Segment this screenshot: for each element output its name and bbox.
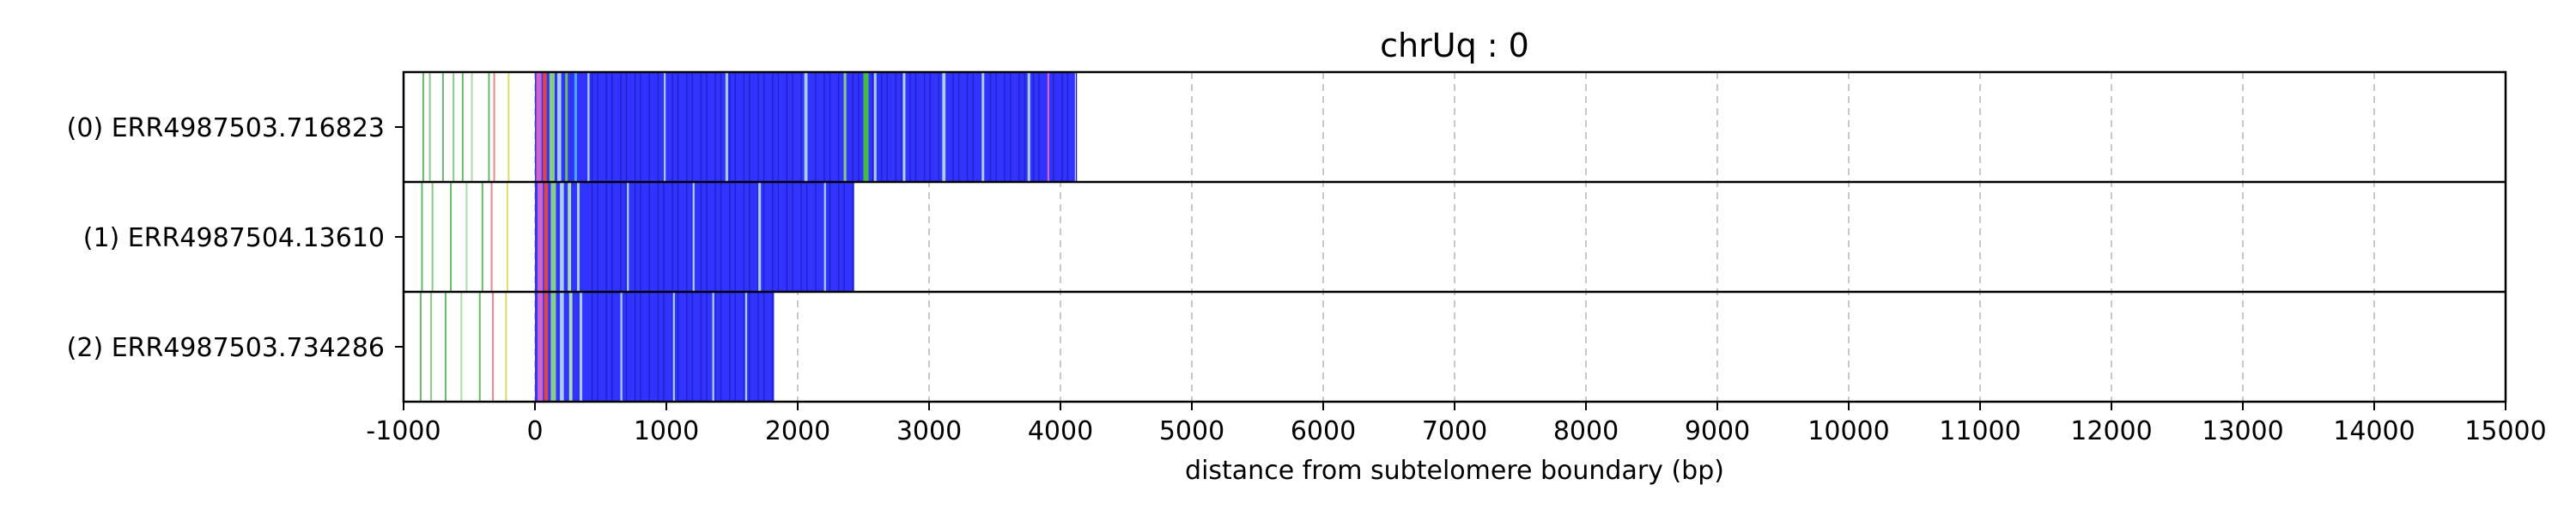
stripe bbox=[576, 182, 580, 292]
stripe bbox=[568, 182, 572, 292]
row-label: (2) ERR4987503.734286 bbox=[67, 333, 385, 363]
stripe bbox=[744, 292, 748, 402]
x-tick-label: 7000 bbox=[1422, 416, 1487, 446]
x-tick-label: 10000 bbox=[1807, 416, 1889, 446]
stripe bbox=[543, 72, 547, 182]
row-0: (0) ERR4987503.716823 bbox=[67, 72, 1078, 182]
stripe bbox=[620, 292, 623, 402]
stripe bbox=[981, 72, 985, 182]
stripe bbox=[565, 72, 568, 182]
stripe bbox=[560, 292, 564, 402]
row-1: (1) ERR4987504.13610 bbox=[83, 182, 854, 292]
stripe bbox=[544, 292, 549, 402]
stripe bbox=[550, 292, 556, 402]
stripe bbox=[873, 72, 877, 182]
row-label: (1) ERR4987504.13610 bbox=[83, 223, 385, 253]
stripe bbox=[902, 72, 906, 182]
stripe bbox=[725, 72, 728, 182]
stripe bbox=[550, 182, 556, 292]
stripe bbox=[942, 72, 946, 182]
stripe bbox=[1027, 72, 1030, 182]
stripe bbox=[804, 72, 808, 182]
x-tick-label: 2000 bbox=[765, 416, 830, 446]
stripe bbox=[538, 292, 544, 402]
stripe bbox=[560, 182, 564, 292]
x-axis-ticks: -1000 0 1000 2000 3000 4000 5000 6000 7000 8000 90… bbox=[366, 402, 2547, 446]
x-tick-label: 9000 bbox=[1685, 416, 1750, 446]
stripe bbox=[1047, 72, 1049, 182]
stripe bbox=[863, 72, 869, 182]
stripe bbox=[544, 182, 549, 292]
x-tick-label: 12000 bbox=[2070, 416, 2152, 446]
x-tick-label: 4000 bbox=[1028, 416, 1093, 446]
rows: (0) ERR4987503.716823 (1) ERR4987504.1361… bbox=[67, 72, 1078, 402]
read-bar bbox=[535, 292, 775, 402]
x-tick-label: 6000 bbox=[1291, 416, 1356, 446]
stripe bbox=[580, 292, 583, 402]
x-tick-label: 11000 bbox=[1939, 416, 2020, 446]
x-tick-label: 8000 bbox=[1553, 416, 1619, 446]
x-tick-label: 13000 bbox=[2202, 416, 2283, 446]
stripe bbox=[574, 72, 577, 182]
stripe bbox=[627, 182, 629, 292]
stripe bbox=[549, 72, 555, 182]
stripe bbox=[538, 182, 544, 292]
row-2: (2) ERR4987503.734286 bbox=[67, 292, 775, 402]
chart-title: chrUq : 0 bbox=[1380, 27, 1529, 64]
x-tick-label: 0 bbox=[526, 416, 543, 446]
stripe bbox=[536, 72, 542, 182]
x-tick-label: 14000 bbox=[2333, 416, 2415, 446]
row-label: (0) ERR4987503.716823 bbox=[67, 113, 385, 143]
x-tick-label: 15000 bbox=[2464, 416, 2546, 446]
stripe bbox=[568, 292, 573, 402]
stripe bbox=[758, 182, 762, 292]
stripe bbox=[672, 292, 675, 402]
stripe bbox=[843, 72, 847, 182]
stripe bbox=[692, 182, 695, 292]
stripe bbox=[712, 292, 714, 402]
stripe bbox=[557, 72, 562, 182]
x-tick-label: 3000 bbox=[896, 416, 962, 446]
stripe bbox=[823, 182, 826, 292]
x-tick-label: 5000 bbox=[1159, 416, 1224, 446]
stripe bbox=[663, 72, 666, 182]
x-tick-label: -1000 bbox=[366, 416, 440, 446]
x-axis-label: distance from subtelomere boundary (bp) bbox=[1185, 456, 1724, 486]
x-tick-label: 1000 bbox=[634, 416, 699, 446]
stripe bbox=[587, 72, 590, 182]
